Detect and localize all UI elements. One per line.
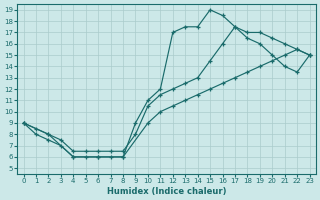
X-axis label: Humidex (Indice chaleur): Humidex (Indice chaleur) [107, 187, 226, 196]
